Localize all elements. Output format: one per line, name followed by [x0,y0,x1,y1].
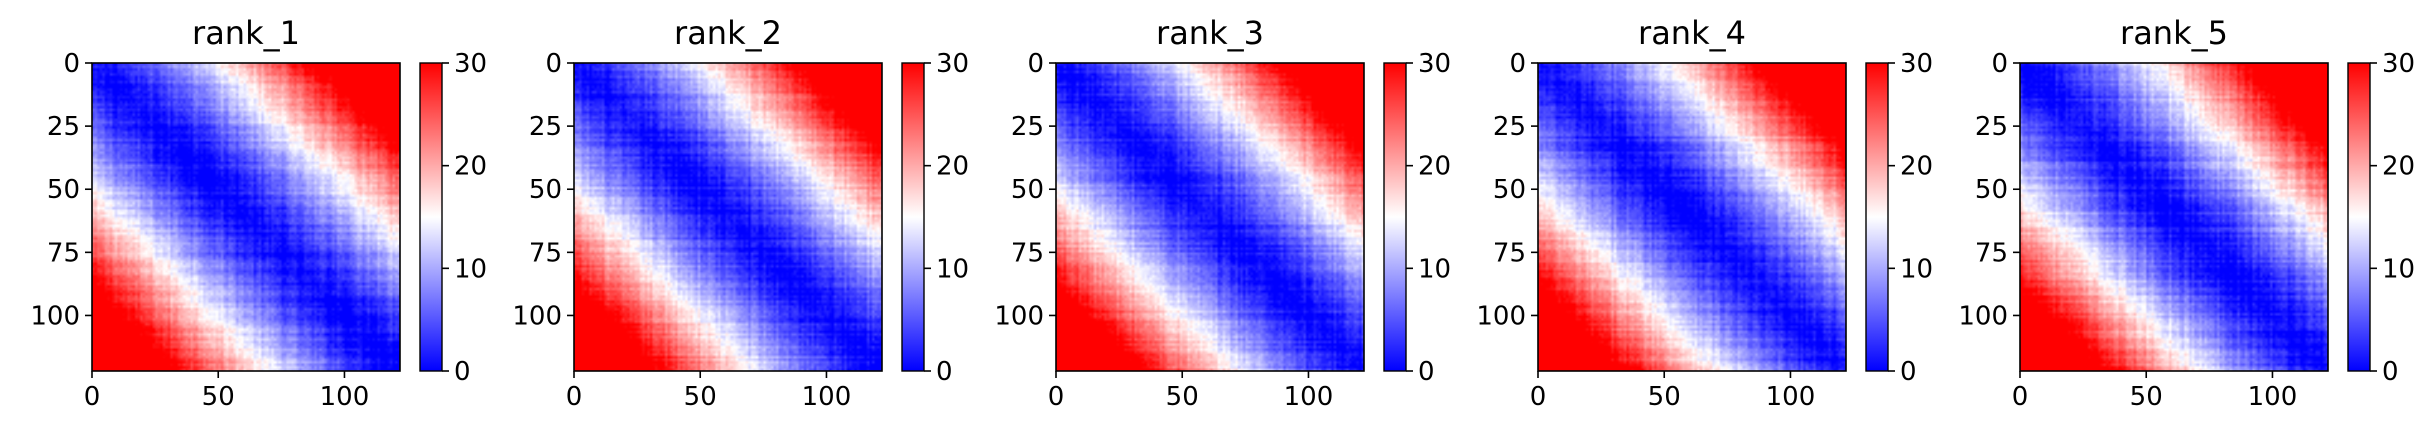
colorbar-tick-label: 10 [936,254,969,284]
y-tick-label: 75 [529,238,562,268]
colorbar-tick-label: 10 [1418,254,1451,284]
colorbar-tick-label: 10 [454,254,487,284]
colorbar-tick-label: 20 [936,152,969,182]
y-tick-label: 50 [1493,175,1526,205]
y-tick-label: 75 [1011,238,1044,268]
x-tick-label: 50 [1166,382,1199,412]
heatmap-panel-4: rank_4 0 50 100 0 25 50 75 100 0 10 20 30 [1476,14,1933,412]
y-tick-label: 0 [545,49,562,79]
colorbar-tick-label: 30 [1900,49,1933,79]
x-tick-label: 0 [1530,382,1547,412]
heatmap-panel-5: rank_5 0 50 100 0 25 50 75 100 0 10 20 30 [1958,14,2415,412]
colorbar-tick-label: 30 [936,49,969,79]
x-tick-label: 50 [202,382,235,412]
heatmap-image [2020,63,2328,371]
y-tick-label: 0 [63,49,80,79]
y-tick-label: 25 [1975,112,2008,142]
x-tick-label: 0 [2012,382,2029,412]
y-tick-label: 75 [1493,238,1526,268]
y-tick-label: 75 [1975,238,2008,268]
heatmap-frame [1537,62,1847,372]
y-tick-label: 50 [1975,175,2008,205]
colorbar [1865,62,1889,372]
chart-title: rank_4 [1638,14,1746,52]
y-tick-label: 100 [1476,301,1526,331]
x-tick-label: 100 [2248,382,2298,412]
colorbar-tick-label: 0 [1418,357,1435,387]
heatmap-frame [1055,62,1365,372]
colorbar-tick-label: 20 [2382,152,2415,182]
colorbar-tick-label: 20 [1418,152,1451,182]
heatmap-image [92,63,400,371]
x-tick-label: 0 [566,382,583,412]
heatmap-image [1056,63,1364,371]
colorbar [1383,62,1407,372]
heatmap-panel-1: rank_1 0 50 100 0 25 50 75 100 0 10 20 30 [30,14,487,412]
y-tick-label: 50 [47,175,80,205]
y-tick-label: 100 [512,301,562,331]
heatmap-frame [573,62,883,372]
y-tick-label: 50 [529,175,562,205]
colorbar-tick-label: 30 [2382,49,2415,79]
y-tick-label: 25 [1493,112,1526,142]
heatmap-frame [91,62,401,372]
colorbar-tick-label: 20 [1900,152,1933,182]
colorbar-tick-label: 0 [1900,357,1917,387]
y-tick-label: 50 [1011,175,1044,205]
x-tick-label: 50 [1648,382,1681,412]
heatmap-panel-2: rank_2 0 50 100 0 25 50 75 100 0 10 20 30 [512,14,969,412]
x-tick-label: 50 [2130,382,2163,412]
y-tick-label: 0 [1509,49,1526,79]
chart-title: rank_5 [2120,14,2228,52]
y-tick-label: 75 [47,238,80,268]
colorbar-tick-label: 30 [1418,49,1451,79]
x-tick-label: 0 [84,382,101,412]
y-tick-label: 0 [1991,49,2008,79]
y-tick-label: 25 [1011,112,1044,142]
y-tick-label: 100 [1958,301,2008,331]
x-tick-label: 100 [1284,382,1334,412]
x-tick-label: 100 [1766,382,1816,412]
x-tick-label: 100 [320,382,370,412]
x-tick-label: 0 [1048,382,1065,412]
y-tick-label: 100 [30,301,80,331]
y-tick-label: 100 [994,301,1044,331]
chart-title: rank_2 [674,14,782,52]
chart-title: rank_3 [1156,14,1264,52]
x-tick-label: 50 [684,382,717,412]
colorbar-tick-label: 10 [2382,254,2415,284]
y-tick-label: 0 [1027,49,1044,79]
colorbar-tick-label: 10 [1900,254,1933,284]
heatmap-image [574,63,882,371]
x-tick-label: 100 [802,382,852,412]
y-tick-label: 25 [47,112,80,142]
colorbar-tick-label: 0 [936,357,953,387]
colorbar-tick-label: 0 [2382,357,2399,387]
colorbar-tick-label: 20 [454,152,487,182]
chart-title: rank_1 [192,14,300,52]
colorbar [419,62,443,372]
heatmap-image [1538,63,1846,371]
y-tick-label: 25 [529,112,562,142]
colorbar-tick-label: 30 [454,49,487,79]
heatmap-frame [2019,62,2329,372]
heatmap-panel-3: rank_3 0 50 100 0 25 50 75 100 0 10 20 30 [994,14,1451,412]
colorbar [2347,62,2371,372]
colorbar [901,62,925,372]
colorbar-tick-label: 0 [454,357,471,387]
